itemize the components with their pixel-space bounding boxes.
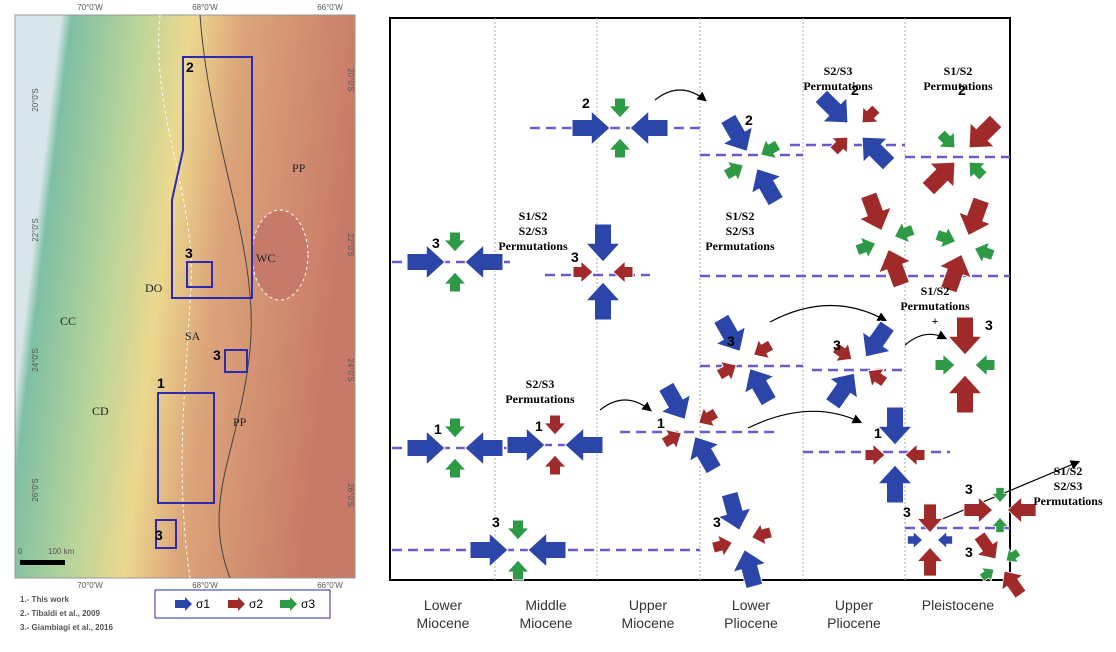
label: 20°0'S [346,68,355,91]
label: σ3 [301,597,315,611]
label: 3 [833,337,841,353]
label: S2/S3 [519,224,548,238]
label: 3 [571,249,579,265]
label: 3 [492,514,500,530]
label: + [932,314,939,328]
label: 3 [965,544,973,560]
label: 1.- This work [20,595,69,604]
label: DO [145,281,163,295]
label: 1 [657,415,665,431]
label: 100 km [48,547,75,556]
label: S1/S2 [519,209,548,223]
label: 3 [985,317,993,333]
map [15,15,355,578]
label: S1/S2 [1054,464,1083,478]
label: Permutations [923,79,993,93]
label: 1 [434,421,442,437]
stress-arrow [1008,497,1037,523]
label: 22°0'S [346,233,355,256]
label: 2 [582,95,590,111]
label: 2 [186,59,194,75]
label: 70°0'W [77,3,103,12]
label: 24°0'S [346,358,355,381]
label: Upper [835,597,873,613]
label: WC [256,251,275,265]
label: Miocene [520,615,573,631]
label: 22°0'S [31,218,40,241]
label: Pleistocene [922,597,995,613]
label: 24°0'S [31,348,40,371]
label: Permutations [505,392,575,406]
label: 3 [213,347,221,363]
label: S1/S2 [921,284,950,298]
label: σ1 [196,597,210,611]
label: S1/S2 [944,64,973,78]
label: 66°0'W [317,581,343,590]
label: Miocene [417,615,470,631]
label: 1 [874,425,882,441]
label: 3 [155,527,163,543]
label: 20°0'S [31,88,40,111]
label: 2.- Tibaldi et al., 2009 [20,609,100,618]
label: 0 [18,547,23,556]
label: CD [92,404,109,418]
label: Upper [629,597,667,613]
label: 3 [903,504,911,520]
label: 26°0'S [31,478,40,501]
label: 3 [965,481,973,497]
label: SA [185,329,201,343]
label: S2/S3 [824,64,853,78]
label: Lower [424,597,462,613]
label: CC [60,314,76,328]
label: 66°0'W [317,3,343,12]
label: 3 [713,514,721,530]
label: 68°0'W [192,581,218,590]
label: 3 [432,235,440,251]
label: Permutations [803,79,873,93]
label: Permutations [1033,494,1103,508]
label: PP [292,161,306,175]
label: σ2 [249,597,263,611]
label: Permutations [498,239,568,253]
scale-bar [20,560,65,565]
figure: 70°0'W 70°0'W 68°0'W 68°0'W 66°0'W 66°0'W 20°0… [0,0,1116,647]
label: Middle [525,597,566,613]
label: Lower [732,597,770,613]
label: Pliocene [827,615,881,631]
label: Pliocene [724,615,778,631]
label: S2/S3 [1054,479,1083,493]
label: Permutations [900,299,970,313]
label: 2 [745,112,753,128]
label: Miocene [622,615,675,631]
label: 3 [727,333,735,349]
label: 3 [185,245,193,261]
label: PP [233,415,247,429]
label: 1 [535,418,543,434]
label: S1/S2 [726,209,755,223]
label: 3.- Giambiagi et al., 2016 [20,623,113,632]
label: 26°0'S [346,483,355,506]
label: 70°0'W [77,581,103,590]
label: 1 [157,375,165,391]
label: S2/S3 [526,377,555,391]
label: S2/S3 [726,224,755,238]
label: 68°0'W [192,3,218,12]
label: Permutations [705,239,775,253]
